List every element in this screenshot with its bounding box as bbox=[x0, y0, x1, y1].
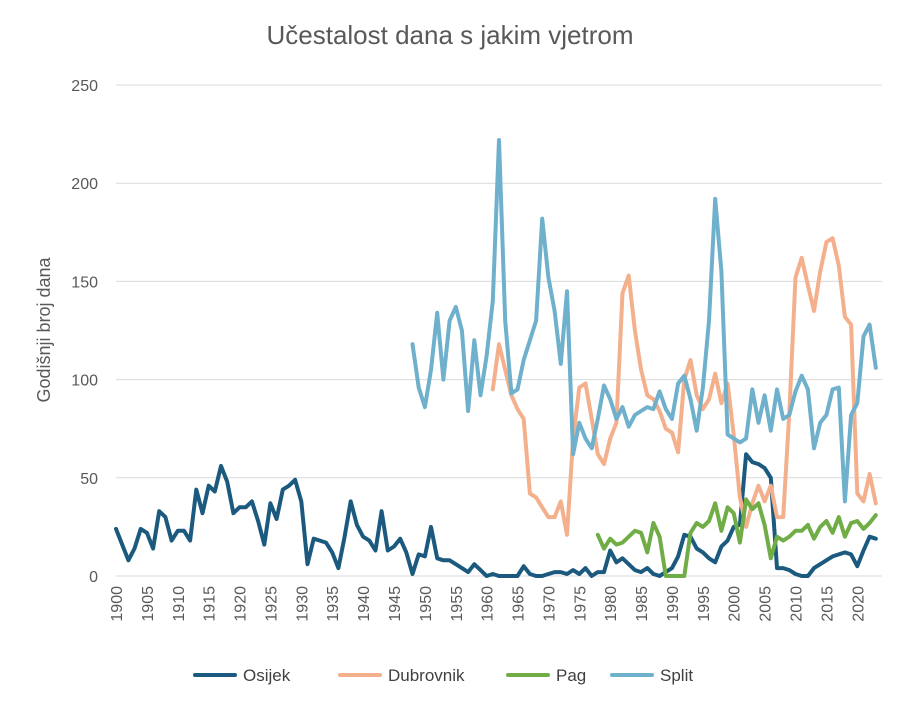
series-line-osijek bbox=[114, 452, 878, 578]
chart-title: Učestalost dana s jakim vjetrom bbox=[266, 20, 633, 50]
x-tick-label: 1940 bbox=[356, 586, 373, 622]
x-tick-label: 2015 bbox=[819, 586, 836, 622]
y-tick-label: 150 bbox=[71, 274, 98, 291]
y-tick-label: 100 bbox=[71, 373, 98, 390]
y-tick-label: 0 bbox=[89, 569, 98, 586]
x-tick-label: 1915 bbox=[202, 586, 219, 622]
x-tick-label: 1945 bbox=[387, 586, 404, 622]
x-tick-label: 1990 bbox=[665, 586, 682, 622]
y-axis-label: Godišnji broj dana bbox=[34, 256, 54, 402]
legend-label: Pag bbox=[556, 666, 586, 685]
x-tick-label: 2010 bbox=[789, 586, 806, 622]
x-tick-label: 1965 bbox=[511, 586, 528, 622]
x-tick-label: 2000 bbox=[727, 586, 744, 622]
x-tick-label: 1925 bbox=[263, 586, 280, 622]
x-tick-label: 1985 bbox=[634, 586, 651, 622]
y-tick-label: 200 bbox=[71, 176, 98, 193]
x-tick-label: 1905 bbox=[140, 586, 157, 622]
x-axis-ticks: 1900 1905 1910 1915 1920 1925 1930 1935 1940 1945… bbox=[109, 586, 867, 622]
x-tick-label: 1900 bbox=[109, 586, 126, 622]
x-tick-label: 2005 bbox=[758, 586, 775, 622]
x-tick-label: 1955 bbox=[449, 586, 466, 622]
x-tick-label: 1975 bbox=[572, 586, 589, 622]
legend-label: Split bbox=[660, 666, 693, 685]
series-line-split bbox=[410, 138, 878, 504]
legend: Osijek Dubrovnik Pag Split bbox=[193, 666, 693, 685]
legend-item-osijek: Osijek bbox=[193, 666, 291, 685]
x-tick-label: 1910 bbox=[171, 586, 188, 622]
x-tick-label: 1995 bbox=[696, 586, 713, 622]
y-tick-label: 250 bbox=[71, 78, 98, 95]
series-line-pag bbox=[595, 497, 878, 578]
legend-item-dubrovnik: Dubrovnik bbox=[338, 666, 465, 685]
y-axis-ticks: 0 50 100 150 200 250 bbox=[71, 78, 98, 586]
legend-item-split: Split bbox=[610, 666, 693, 685]
x-tick-label: 2020 bbox=[850, 586, 867, 622]
legend-label: Dubrovnik bbox=[388, 666, 465, 685]
x-tick-label: 1980 bbox=[603, 586, 620, 622]
x-tick-label: 1960 bbox=[480, 586, 497, 622]
legend-label: Osijek bbox=[243, 666, 291, 685]
x-tick-label: 1930 bbox=[294, 586, 311, 622]
x-tick-label: 1950 bbox=[418, 586, 435, 622]
x-tick-label: 1935 bbox=[325, 586, 342, 622]
legend-item-pag: Pag bbox=[506, 666, 586, 685]
x-tick-label: 1920 bbox=[233, 586, 250, 622]
y-tick-label: 50 bbox=[80, 471, 98, 488]
series-lines bbox=[114, 138, 878, 578]
x-tick-label: 1970 bbox=[541, 586, 558, 622]
